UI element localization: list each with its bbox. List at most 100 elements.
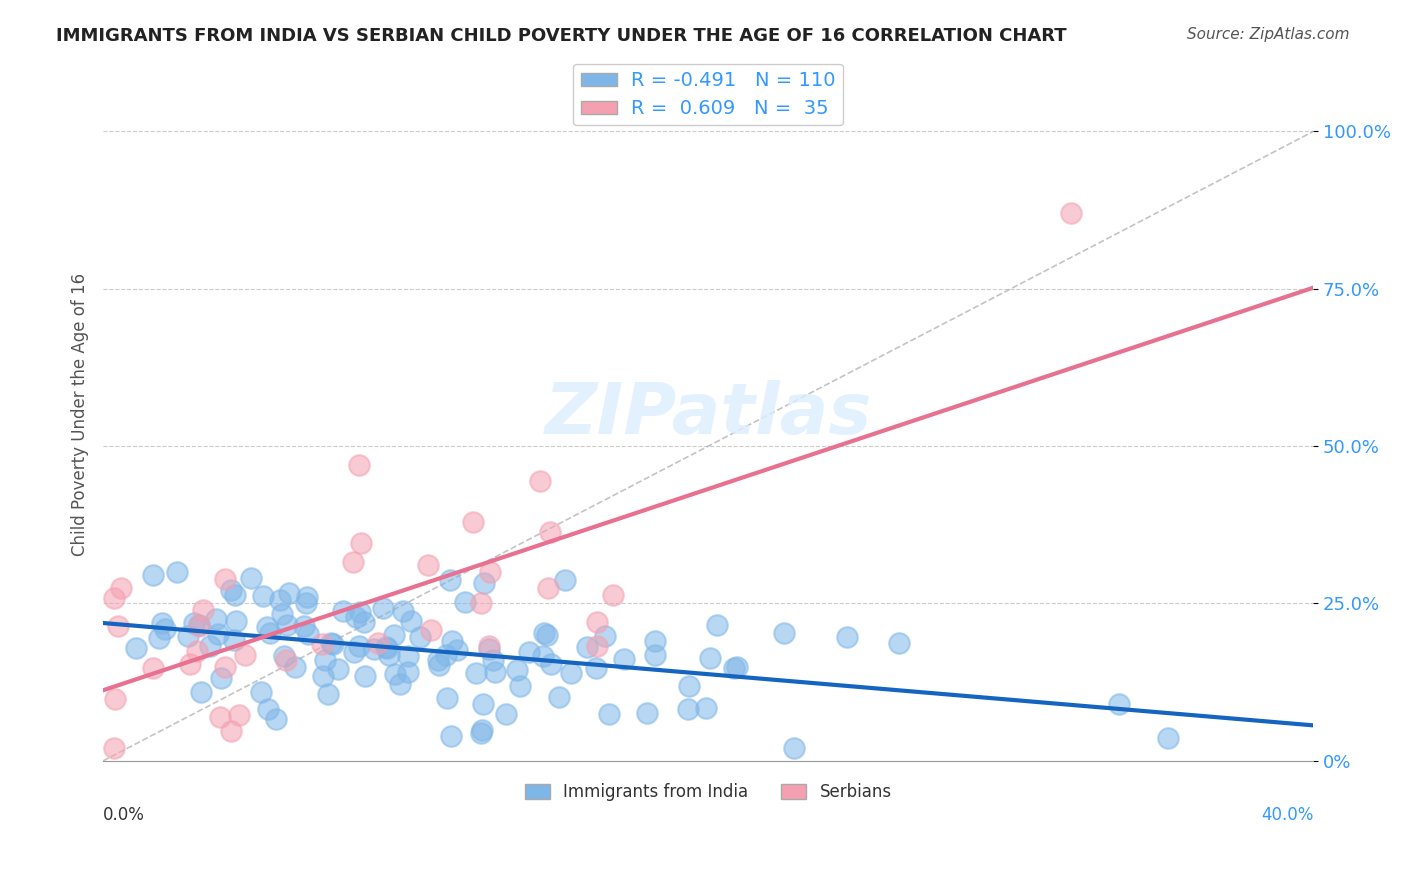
Point	[576, 640, 599, 654]
Point	[312, 669, 335, 683]
Point	[311, 637, 333, 651]
Point	[187, 619, 209, 633]
Point	[537, 581, 560, 595]
Point	[375, 640, 398, 655]
Point	[420, 623, 443, 637]
Point	[644, 634, 666, 648]
Text: 40.0%: 40.0%	[1261, 805, 1313, 824]
Point	[190, 685, 212, 699]
Point	[209, 710, 232, 724]
Point	[347, 639, 370, 653]
Point	[699, 651, 721, 665]
Point	[478, 639, 501, 653]
Point	[470, 726, 492, 740]
Point	[399, 614, 422, 628]
Text: IMMIGRANTS FROM INDIA VS SERBIAN CHILD POVERTY UNDER THE AGE OF 16 CORRELATION C: IMMIGRANTS FROM INDIA VS SERBIAN CHILD P…	[56, 27, 1067, 45]
Point	[252, 590, 274, 604]
Point	[678, 679, 700, 693]
Point	[224, 633, 246, 648]
Point	[219, 583, 242, 598]
Point	[613, 652, 636, 666]
Point	[342, 555, 364, 569]
Point	[531, 649, 554, 664]
Point	[343, 644, 366, 658]
Point	[439, 573, 461, 587]
Point	[344, 610, 367, 624]
Point	[207, 627, 229, 641]
Point	[439, 729, 461, 743]
Point	[478, 642, 501, 657]
Point	[470, 597, 492, 611]
Point	[187, 618, 209, 632]
Point	[725, 660, 748, 674]
Point	[314, 653, 336, 667]
Point	[198, 640, 221, 654]
Point	[506, 663, 529, 677]
Point	[166, 565, 188, 579]
Point	[585, 615, 607, 630]
Point	[602, 588, 624, 602]
Point	[103, 741, 125, 756]
Point	[256, 620, 278, 634]
Point	[586, 639, 609, 653]
Point	[264, 712, 287, 726]
Point	[233, 648, 256, 663]
Point	[332, 604, 354, 618]
Point	[350, 535, 373, 549]
Point	[125, 640, 148, 655]
Y-axis label: Child Poverty Under the Age of 16: Child Poverty Under the Age of 16	[72, 273, 89, 557]
Point	[257, 702, 280, 716]
Point	[183, 616, 205, 631]
Point	[186, 644, 208, 658]
Point	[472, 697, 495, 711]
Point	[153, 622, 176, 636]
Point	[148, 632, 170, 646]
Point	[446, 643, 468, 657]
Point	[384, 628, 406, 642]
Point	[347, 458, 370, 472]
Point	[294, 596, 316, 610]
Point	[209, 671, 232, 685]
Point	[177, 628, 200, 642]
Point	[193, 603, 215, 617]
Legend: Immigrants from India, Serbians: Immigrants from India, Serbians	[517, 777, 898, 808]
Point	[278, 586, 301, 600]
Point	[585, 660, 607, 674]
Point	[367, 636, 389, 650]
Point	[598, 706, 620, 721]
Point	[249, 685, 271, 699]
Point	[396, 665, 419, 680]
Point	[384, 666, 406, 681]
Point	[783, 741, 806, 756]
Text: Source: ZipAtlas.com: Source: ZipAtlas.com	[1187, 27, 1350, 42]
Point	[142, 568, 165, 582]
Point	[284, 660, 307, 674]
Point	[772, 626, 794, 640]
Point	[270, 607, 292, 622]
Point	[214, 572, 236, 586]
Point	[547, 690, 569, 705]
Point	[228, 707, 250, 722]
Point	[276, 618, 298, 632]
Point	[706, 618, 728, 632]
Point	[110, 581, 132, 595]
Point	[204, 612, 226, 626]
Point	[1060, 206, 1083, 220]
Point	[554, 573, 576, 587]
Point	[484, 665, 506, 680]
Point	[363, 641, 385, 656]
Point	[533, 625, 555, 640]
Point	[440, 633, 463, 648]
Point	[297, 590, 319, 604]
Point	[461, 515, 484, 529]
Point	[465, 665, 488, 680]
Point	[472, 576, 495, 591]
Point	[636, 706, 658, 721]
Point	[353, 615, 375, 630]
Point	[409, 630, 432, 644]
Point	[887, 635, 910, 649]
Point	[104, 692, 127, 706]
Point	[644, 648, 666, 662]
Point	[695, 701, 717, 715]
Point	[354, 669, 377, 683]
